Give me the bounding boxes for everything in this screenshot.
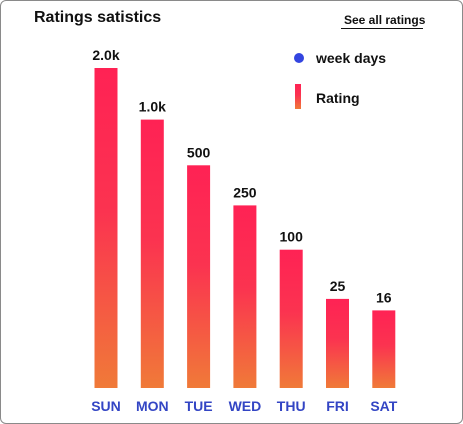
bar-thu (279, 249, 303, 388)
bar-value-label-thu: 100 (280, 229, 304, 245)
week-days-legend-icon (294, 53, 304, 63)
bar-mon (140, 119, 164, 388)
category-label-sun: SUN (91, 398, 121, 414)
bar-sat (372, 310, 396, 388)
bar-wed (233, 205, 257, 388)
chart-legend: week days Rating (294, 50, 386, 109)
bar-value-label-mon: 1.0k (139, 99, 166, 115)
bar-value-label-wed: 250 (233, 184, 257, 200)
category-label-thu: THU (277, 398, 306, 414)
bar-value-label-fri: 25 (330, 278, 346, 294)
bar-fri (326, 298, 349, 388)
category-label-wed: WED (229, 398, 262, 414)
rating-legend-icon (295, 84, 301, 109)
bar-value-label-sun: 2.0k (92, 47, 119, 63)
bar-value-label-sat: 16 (376, 289, 392, 305)
bar-value-label-tue: 500 (187, 144, 211, 160)
category-label-fri: FRI (326, 398, 349, 414)
legend-label-rating: Rating (316, 90, 360, 106)
bar-tue (187, 165, 211, 388)
see-all-underline (341, 28, 423, 29)
category-label-tue: TUE (185, 398, 213, 414)
category-label-mon: MON (136, 398, 169, 414)
bar-sun (94, 68, 118, 388)
chart-title: Ratings satistics (34, 9, 162, 26)
category-label-sat: SAT (370, 398, 397, 414)
see-all-ratings-link[interactable]: See all ratings (344, 13, 426, 27)
legend-label-week-days: week days (315, 50, 386, 66)
bars-layer: 2.0k SUN 1.0k MON 500 TUE 250 WED 100 THU 25 FRI 16 S… (91, 47, 398, 414)
